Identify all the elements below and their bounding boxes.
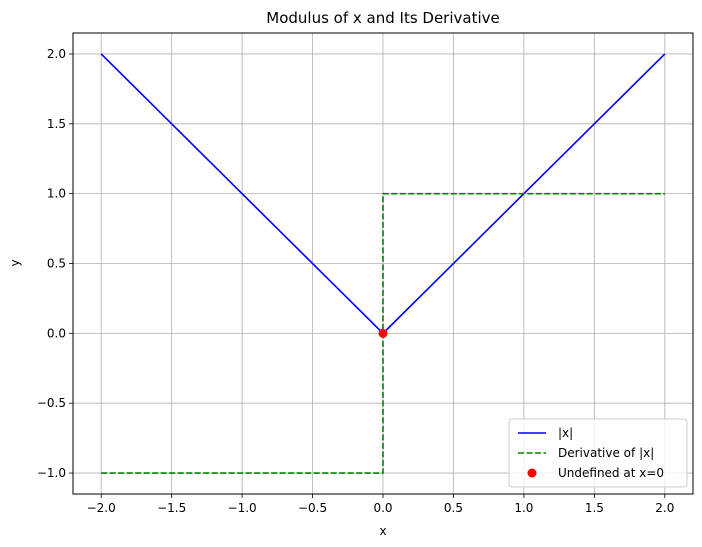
series-layer xyxy=(100,53,666,474)
x-tick-label: −2.0 xyxy=(87,501,116,515)
legend-swatch xyxy=(527,468,537,478)
x-tick-label: 2.0 xyxy=(655,501,674,515)
y-tick-label: 2.0 xyxy=(47,47,66,61)
x-tick-label: 0.5 xyxy=(444,501,463,515)
legend-label: Derivative of |x| xyxy=(558,446,654,460)
x-axis-label: x xyxy=(379,524,386,538)
x-tick-label: 1.5 xyxy=(585,501,604,515)
y-axis-ticks: −1.0 −0.5 0.0 0.5 1.0 1.5 2.0 xyxy=(37,47,73,480)
x-tick-label: −1.0 xyxy=(228,501,257,515)
chart-title: Modulus of x and Its Derivative xyxy=(266,9,500,27)
y-axis-label: y xyxy=(8,259,22,266)
x-tick-label: 1.0 xyxy=(514,501,533,515)
y-tick-label: 1.5 xyxy=(47,117,66,131)
y-tick-label: 1.0 xyxy=(47,187,66,201)
x-tick-label: 0.0 xyxy=(373,501,392,515)
y-tick-label: 0.0 xyxy=(47,326,66,340)
y-tick-label: −1.0 xyxy=(37,466,66,480)
series-2-point xyxy=(378,328,388,338)
x-tick-label: −0.5 xyxy=(298,501,327,515)
legend-label: |x| xyxy=(558,426,573,440)
y-tick-label: −0.5 xyxy=(37,396,66,410)
y-tick-label: 0.5 xyxy=(47,257,66,271)
x-tick-label: −1.5 xyxy=(157,501,186,515)
legend-label: Undefined at x=0 xyxy=(558,466,664,480)
legend: |x| Derivative of |x| Undefined at x=0 xyxy=(508,418,688,488)
legend-box xyxy=(508,418,688,488)
x-axis-ticks: −2.0 −1.5 −1.0 −0.5 0.0 0.5 1.0 1.5 2.0 xyxy=(87,494,674,515)
